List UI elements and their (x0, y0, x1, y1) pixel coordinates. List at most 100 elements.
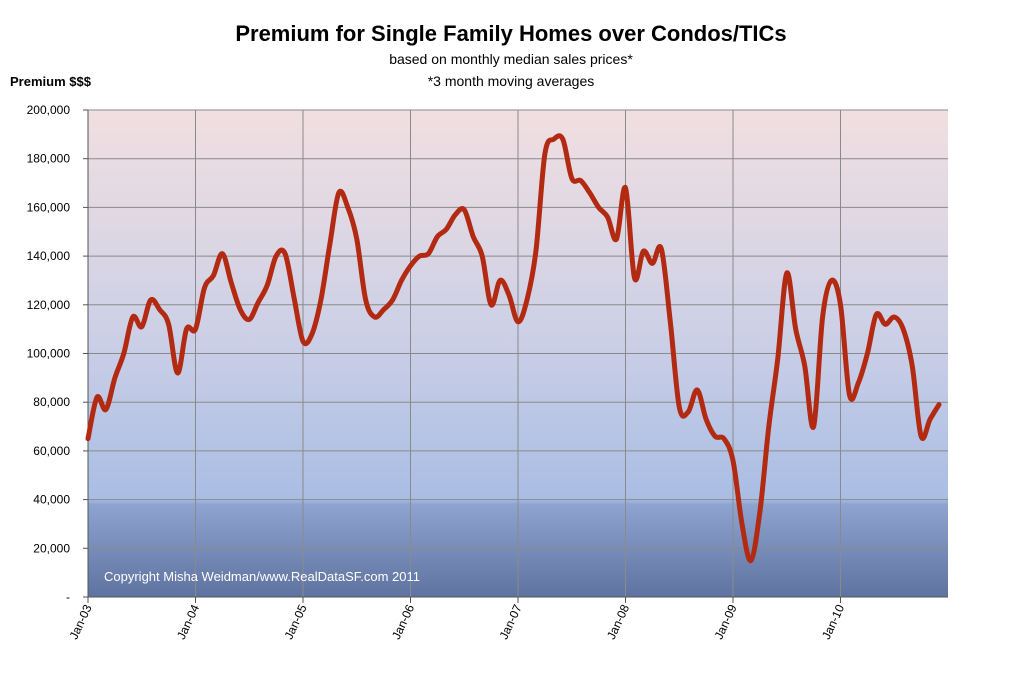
y-tick-label: 140,000 (27, 249, 71, 263)
data-point (177, 372, 179, 374)
x-tick-label: Jan-05 (282, 602, 310, 641)
chart-subtitle-2: *3 month moving averages (428, 73, 595, 89)
data-point (445, 228, 447, 230)
data-point (284, 253, 286, 255)
data-point (239, 309, 241, 311)
data-point (848, 394, 851, 396)
data-point (607, 216, 609, 218)
y-axis-ticks: - 20,000 40,000 60,000 80,000 100,000 120,000 1… (27, 103, 88, 604)
data-point (741, 523, 743, 525)
data-point (221, 253, 223, 255)
data-point (795, 328, 797, 330)
data-point (347, 206, 349, 208)
data-point (615, 238, 618, 240)
data-point (598, 206, 600, 208)
data-point (571, 177, 573, 179)
data-point (436, 236, 438, 238)
data-point (338, 192, 340, 194)
y-tick-label: 180,000 (27, 152, 71, 166)
data-point (589, 192, 591, 194)
data-point (266, 284, 268, 286)
data-point (830, 279, 833, 281)
data-point (150, 299, 152, 301)
data-point (553, 138, 555, 140)
data-point (320, 299, 322, 301)
data-point (929, 418, 931, 420)
data-point (517, 321, 519, 323)
data-point (257, 301, 259, 303)
y-tick-label: 60,000 (33, 444, 70, 458)
x-tick-label: Jan-08 (604, 602, 632, 641)
data-point (732, 460, 734, 462)
copyright-text: Copyright Misha Weidman/www.RealDataSF.c… (104, 569, 420, 584)
y-tick-label: 80,000 (33, 395, 70, 409)
data-point (114, 377, 116, 379)
data-point (562, 138, 564, 140)
data-point (786, 272, 788, 274)
data-point (535, 250, 537, 252)
data-point (374, 316, 376, 318)
data-point (768, 426, 770, 428)
data-point (311, 333, 313, 335)
x-tick-label: Jan-03 (67, 602, 95, 641)
data-point (400, 279, 403, 281)
data-point (230, 282, 232, 284)
data-point (472, 236, 474, 238)
data-point (875, 313, 877, 316)
data-point (660, 248, 662, 250)
data-point (203, 287, 206, 289)
y-tick-label: 20,000 (33, 541, 70, 555)
data-point (141, 326, 143, 328)
data-point (804, 365, 806, 367)
data-point (624, 187, 627, 189)
data-point (168, 323, 170, 325)
gridlines (87, 109, 948, 598)
x-tick-label: Jan-04 (174, 602, 202, 641)
data-point (159, 309, 161, 311)
data-point (696, 389, 698, 391)
y-tick-label: 40,000 (33, 493, 70, 507)
y-axis-label: Premium $$$ (10, 74, 92, 89)
data-point (822, 316, 824, 318)
data-point (920, 435, 922, 437)
data-point (866, 352, 869, 355)
data-point (911, 365, 913, 367)
data-point (275, 255, 277, 257)
data-point (526, 299, 528, 301)
data-point (329, 243, 331, 245)
data-point (105, 408, 107, 411)
data-point (481, 255, 483, 257)
data-point (678, 406, 680, 408)
data-point (418, 255, 421, 257)
data-point (302, 340, 304, 342)
data-point (293, 296, 295, 299)
data-point (902, 328, 904, 330)
data-point (356, 238, 358, 240)
data-point (427, 253, 429, 255)
y-tick-label: 100,000 (27, 347, 71, 361)
data-point (365, 299, 367, 301)
data-point (857, 382, 860, 384)
data-point (651, 262, 654, 264)
data-point (750, 559, 752, 562)
data-point (687, 411, 689, 413)
data-point (813, 426, 815, 428)
data-point (132, 316, 134, 318)
data-point (490, 304, 492, 306)
data-point (777, 357, 779, 359)
chart-subtitle-1: based on monthly median sales prices* (389, 51, 633, 67)
y-tick-label: 160,000 (27, 200, 71, 214)
data-point (893, 316, 895, 318)
data-point (392, 299, 394, 301)
data-point (544, 153, 546, 155)
data-point (938, 404, 940, 406)
data-point (463, 209, 465, 211)
data-point (499, 279, 501, 281)
data-point (884, 323, 886, 325)
x-tick-label: Jan-09 (712, 602, 740, 641)
data-point (212, 275, 214, 277)
data-point (185, 328, 188, 330)
chart-title: Premium for Single Family Homes over Con… (235, 21, 786, 46)
data-point (839, 304, 842, 306)
